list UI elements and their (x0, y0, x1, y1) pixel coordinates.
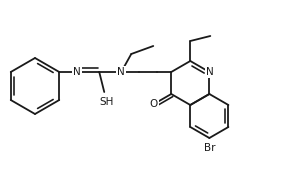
Text: SH: SH (99, 97, 113, 107)
Text: Br: Br (204, 143, 215, 153)
Text: N: N (73, 67, 81, 77)
Text: O: O (150, 99, 158, 109)
Text: N: N (118, 67, 125, 77)
Text: N: N (206, 67, 214, 77)
